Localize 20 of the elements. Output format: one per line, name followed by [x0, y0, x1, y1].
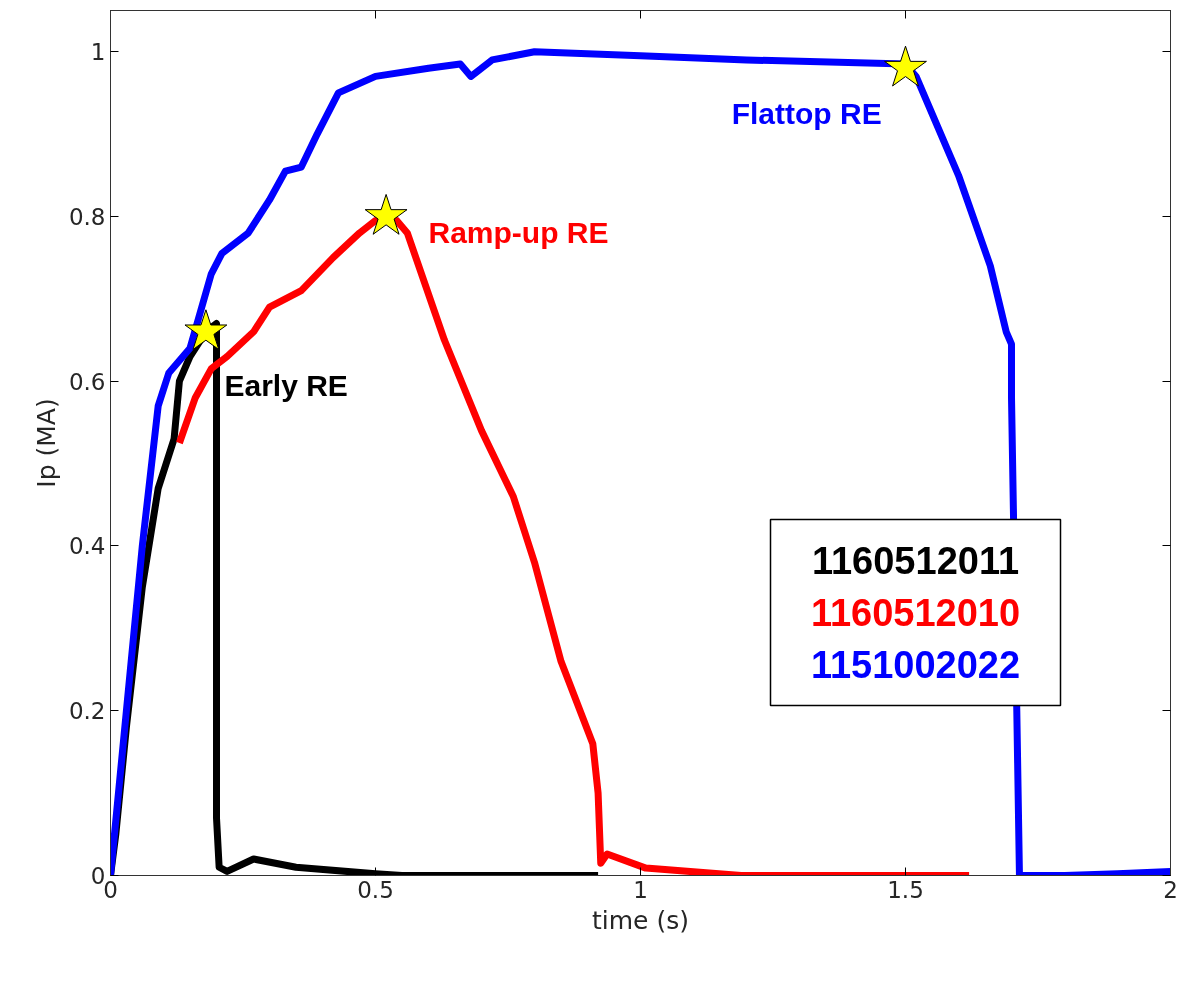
y-tick-label: 0.4	[68, 533, 106, 560]
annotation: Ramp-up RE	[428, 216, 609, 250]
text: 1160512010	[810, 592, 1021, 634]
y-axis-title: Ip (MA)	[31, 398, 61, 488]
text: 1160512011	[811, 540, 1020, 582]
y-tick-label: 0.8	[68, 203, 106, 230]
series-label: 1151002022	[810, 644, 1021, 686]
x-tick-label: 1.5	[887, 876, 924, 903]
x-tick-label: 2	[1163, 876, 1178, 903]
x-tick-label: 0.5	[357, 876, 394, 903]
y-tick-label: 0.2	[68, 698, 106, 725]
point	[884, 45, 927, 87]
point	[364, 193, 408, 235]
y-tick-label: 0.6	[68, 368, 106, 395]
annotation: Early RE	[224, 368, 348, 402]
annotation: Flattop RE	[731, 96, 882, 130]
y-tick-label: 1	[90, 39, 106, 66]
x-tick-label: 1	[633, 876, 648, 903]
x-axis-title: time (s)	[592, 905, 689, 935]
point	[184, 309, 228, 351]
